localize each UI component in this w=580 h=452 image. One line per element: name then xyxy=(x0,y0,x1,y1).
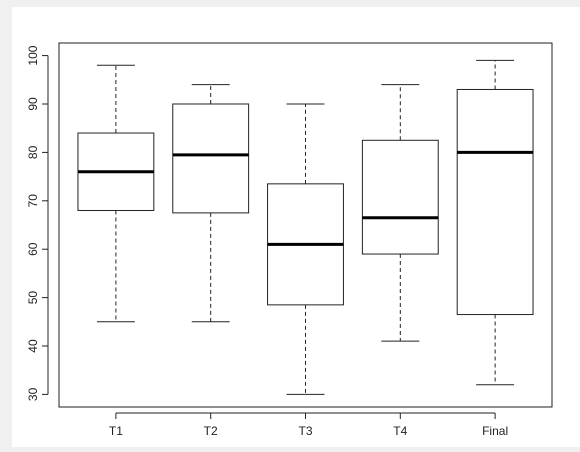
box-t2 xyxy=(172,84,250,323)
box-t1 xyxy=(77,64,155,323)
plot-canvas: 30 40 50 60 70 80 90 100 T1 T2 T3 T4 Final xyxy=(12,7,580,447)
y-tick-label: 60 xyxy=(26,242,40,256)
y-tick-label: 40 xyxy=(26,339,40,353)
plot-area-frame xyxy=(58,42,553,408)
y-axis: 30 40 50 60 70 80 90 100 xyxy=(26,45,49,401)
x-tick-label: Final xyxy=(482,424,508,438)
y-tick-label: 80 xyxy=(26,145,40,159)
y-tick-label: 100 xyxy=(26,45,40,65)
box-final xyxy=(456,59,534,386)
box-t3 xyxy=(267,103,344,395)
x-tick-label: T2 xyxy=(204,424,218,438)
x-tick-label: T1 xyxy=(109,424,123,438)
y-tick-label: 50 xyxy=(26,291,40,305)
iqr-box xyxy=(172,103,250,214)
y-tick-label: 90 xyxy=(26,97,40,111)
x-axis: T1 T2 T3 T4 Final xyxy=(109,412,508,438)
y-tick-label: 30 xyxy=(26,387,40,401)
iqr-box xyxy=(361,139,439,255)
box-t4 xyxy=(361,84,439,342)
x-tick-label: T4 xyxy=(393,424,407,438)
boxes-layer xyxy=(77,59,534,395)
y-tick-label: 70 xyxy=(26,194,40,208)
iqr-box xyxy=(456,88,534,316)
boxplot-chart: 30 40 50 60 70 80 90 100 T1 T2 T3 T4 Final xyxy=(26,42,553,438)
x-tick-label: T3 xyxy=(298,424,312,438)
